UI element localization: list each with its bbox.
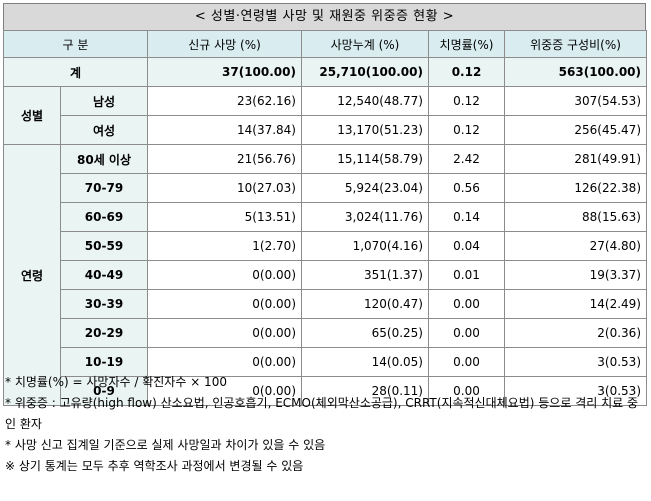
header-cum-deaths: 사망누계 (%) (301, 30, 429, 58)
footnote-critical: * 위중증 : 고유량(high flow) 산소요법, 인공호흡기, ECMO… (5, 396, 639, 431)
cfr-cell: 0.56 (428, 173, 505, 203)
new-deaths-cell: 14(37.84) (147, 115, 302, 145)
total-cum-deaths: 25,710(100.00) (301, 57, 429, 87)
row-label: 남성 (60, 86, 148, 116)
critical-cell: 3(0.53) (504, 347, 647, 377)
table-row: 60-69 5(13.51) 3,024(11.76) 0.14 88(15.6… (4, 202, 647, 232)
cfr-cell: 0.00 (428, 318, 505, 348)
row-label: 70-79 (60, 173, 148, 203)
cum-deaths-cell: 1,070(4.16) (301, 231, 429, 261)
cfr-cell: 2.42 (428, 144, 505, 174)
cfr-cell: 0.00 (428, 289, 505, 319)
row-label: 80세 이상 (60, 144, 148, 174)
cfr-cell: 0.12 (428, 86, 505, 116)
group-label-sex: 성별 (3, 86, 61, 145)
row-label: 10-19 (60, 347, 148, 377)
cum-deaths-cell: 15,114(58.79) (301, 144, 429, 174)
footnote-report-date: * 사망 신고 집계일 기준으로 실제 사망일과 차이가 있을 수 있음 (5, 438, 326, 452)
cum-deaths-cell: 12,540(48.77) (301, 86, 429, 116)
total-new-deaths: 37(100.00) (147, 57, 302, 87)
stats-panel: < 성별·연령별 사망 및 재원중 위중증 현황 > 구 분 신규 사망 (%)… (3, 3, 647, 406)
header-new-deaths: 신규 사망 (%) (147, 30, 302, 58)
row-label: 30-39 (60, 289, 148, 319)
critical-cell: 27(4.80) (504, 231, 647, 261)
critical-cell: 88(15.63) (504, 202, 647, 232)
new-deaths-cell: 0(0.00) (147, 347, 302, 377)
cum-deaths-cell: 351(1.37) (301, 260, 429, 290)
table-row: 10-19 0(0.00) 14(0.05) 0.00 3(0.53) (4, 347, 647, 377)
critical-cell: 307(54.53) (504, 86, 647, 116)
new-deaths-cell: 0(0.00) (147, 376, 302, 406)
total-row: 계 37(100.00) 25,710(100.00) 0.12 563(100… (3, 57, 647, 87)
new-deaths-cell: 1(2.70) (147, 231, 302, 261)
cum-deaths-cell: 28(0.11) (301, 376, 429, 406)
table-row: 40-49 0(0.00) 351(1.37) 0.01 19(3.37) (4, 260, 647, 290)
cfr-cell: 0.04 (428, 231, 505, 261)
footnote-cfr: * 치명률(%) = 사망자수 / 확진자수 × 100 (5, 375, 227, 389)
critical-cell: 256(45.47) (504, 115, 647, 145)
new-deaths-cell: 5(13.51) (147, 202, 302, 232)
table-row: 30-39 0(0.00) 120(0.47) 0.00 14(2.49) (4, 289, 647, 319)
header-critical: 위중증 구성비(%) (504, 30, 647, 58)
row-label: 40-49 (60, 260, 148, 290)
critical-cell: 126(22.38) (504, 173, 647, 203)
cfr-cell: 0.01 (428, 260, 505, 290)
new-deaths-cell: 0(0.00) (147, 318, 302, 348)
group-label-age: 연령 (3, 144, 61, 406)
death-critical-table: 구 분 신규 사망 (%) 사망누계 (%) 치명률(%) 위중증 구성비(%)… (3, 30, 647, 406)
critical-cell: 19(3.37) (504, 260, 647, 290)
table-row: 0-9 0(0.00) 28(0.11) 0.00 3(0.53) (4, 376, 647, 406)
new-deaths-cell: 10(27.03) (147, 173, 302, 203)
total-critical: 563(100.00) (504, 57, 647, 87)
cum-deaths-cell: 5,924(23.04) (301, 173, 429, 203)
new-deaths-cell: 0(0.00) (147, 260, 302, 290)
header-category: 구 분 (3, 30, 148, 58)
total-cfr: 0.12 (428, 57, 505, 87)
critical-cell: 14(2.49) (504, 289, 647, 319)
cum-deaths-cell: 120(0.47) (301, 289, 429, 319)
new-deaths-cell: 0(0.00) (147, 289, 302, 319)
row-label: 여성 (60, 115, 148, 145)
cum-deaths-cell: 13,170(51.23) (301, 115, 429, 145)
cfr-cell: 0.00 (428, 376, 505, 406)
table-row: 연령 80세 이상 21(56.76) 15,114(58.79) 2.42 2… (3, 144, 647, 406)
cum-deaths-cell: 65(0.25) (301, 318, 429, 348)
cum-deaths-cell: 14(0.05) (301, 347, 429, 377)
table-row: 성별 남성 23(62.16) 12,540(48.77) 0.12 307(5… (3, 86, 647, 145)
cfr-cell: 0.14 (428, 202, 505, 232)
table-title: < 성별·연령별 사망 및 재원중 위중증 현황 > (3, 3, 646, 30)
row-label: 50-59 (60, 231, 148, 261)
cum-deaths-cell: 3,024(11.76) (301, 202, 429, 232)
cfr-cell: 0.12 (428, 115, 505, 145)
footnotes: * 치명률(%) = 사망자수 / 확진자수 × 100 * 위중증 : 고유량… (5, 372, 645, 477)
critical-cell: 281(49.91) (504, 144, 647, 174)
new-deaths-cell: 21(56.76) (147, 144, 302, 174)
table-row: 70-79 10(27.03) 5,924(23.04) 0.56 126(22… (4, 173, 647, 203)
row-label: 20-29 (60, 318, 148, 348)
header-cfr: 치명률(%) (428, 30, 505, 58)
table-row: 20-29 0(0.00) 65(0.25) 0.00 2(0.36) (4, 318, 647, 348)
row-label: 0-9 (60, 376, 148, 406)
header-row: 구 분 신규 사망 (%) 사망누계 (%) 치명률(%) 위중증 구성비(%) (3, 30, 647, 58)
row-label: 60-69 (60, 202, 148, 232)
total-label: 계 (3, 57, 148, 87)
footnote-disclaimer: ※ 상기 통계는 모두 추후 역학조사 과정에서 변경될 수 있음 (5, 459, 304, 473)
table-row: 50-59 1(2.70) 1,070(4.16) 0.04 27(4.80) (4, 231, 647, 261)
critical-cell: 2(0.36) (504, 318, 647, 348)
table-row: 여성 14(37.84) 13,170(51.23) 0.12 256(45.4… (4, 115, 647, 145)
new-deaths-cell: 23(62.16) (147, 86, 302, 116)
critical-cell: 3(0.53) (504, 376, 647, 406)
